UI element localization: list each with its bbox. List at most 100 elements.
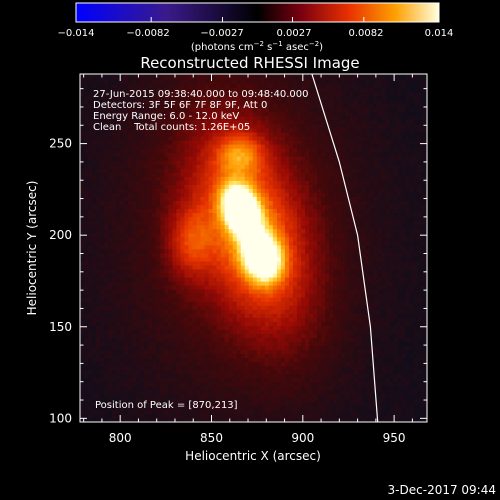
heatmap-cell [300, 353, 306, 359]
heatmap-cell [180, 401, 186, 407]
heatmap-cell [108, 244, 113, 250]
heatmap-cell [321, 224, 326, 230]
heatmap-cell [256, 285, 262, 290]
heatmap-cell [244, 349, 250, 355]
heatmap-cell [357, 285, 362, 290]
heatmap-cell [333, 329, 338, 334]
heatmap-cell [224, 309, 230, 314]
heatmap-cell [341, 196, 346, 201]
heatmap-cell [88, 345, 93, 351]
heatmap-cell [385, 389, 390, 395]
heatmap-cell [357, 397, 362, 403]
heatmap-cell [409, 272, 415, 278]
heatmap-cell [280, 313, 286, 318]
heatmap-cell [104, 369, 109, 375]
heatmap-cell [357, 297, 362, 302]
heatmap-cell [160, 256, 165, 262]
heatmap-cell [365, 285, 370, 290]
heatmap-cell [381, 208, 386, 214]
heatmap-cell [188, 289, 194, 294]
heatmap-cell [244, 297, 250, 302]
heatmap-cell [200, 401, 206, 407]
heatmap-cell [136, 317, 141, 322]
heatmap-cell [401, 256, 407, 262]
heatmap-cell [132, 345, 137, 351]
heatmap-cell [268, 313, 274, 318]
heatmap-cell [220, 313, 226, 318]
heatmap-cell [325, 377, 330, 383]
heatmap-cell [144, 244, 149, 250]
heatmap-cell [284, 393, 290, 399]
heatmap-cell [417, 220, 423, 226]
heatmap-cell [300, 220, 306, 226]
heatmap-cell [425, 248, 427, 254]
heatmap-cell [425, 220, 427, 226]
heatmap-cell [124, 301, 129, 306]
heatmap-cell [188, 256, 194, 262]
heatmap-cell [309, 240, 314, 246]
heatmap-cell [357, 309, 362, 314]
heatmap-cell [325, 309, 330, 314]
heatmap-cell [276, 365, 282, 371]
heatmap-cell [377, 309, 382, 314]
heatmap-cell [116, 208, 121, 214]
heatmap-cell [92, 204, 97, 210]
heatmap-cell [100, 413, 105, 419]
heatmap-cell [192, 236, 198, 242]
heatmap-cell [196, 365, 202, 371]
heatmap-cell [96, 293, 101, 298]
heatmap-cell [417, 276, 423, 282]
heatmap-cell [168, 401, 174, 407]
heatmap-cell [80, 252, 85, 258]
heatmap-cell [116, 377, 121, 383]
heatmap-cell [329, 345, 334, 351]
heatmap-cell [240, 305, 246, 310]
heatmap-cell [216, 301, 222, 306]
heatmap-cell [160, 297, 165, 302]
heatmap-cell [268, 264, 274, 270]
heatmap-cell [188, 208, 194, 214]
heatmap-cell [248, 385, 254, 391]
heatmap-cell [80, 285, 85, 290]
heatmap-cell [124, 224, 129, 230]
heatmap-cell [405, 236, 411, 242]
heatmap-cell [188, 224, 194, 230]
heatmap-cell [100, 397, 105, 403]
heatmap-cell [212, 248, 218, 254]
heatmap-cell [272, 212, 278, 218]
heatmap-cell [200, 301, 206, 306]
heatmap-cell [200, 285, 206, 290]
heatmap-cell [248, 196, 254, 201]
heatmap-cell [148, 264, 153, 270]
heatmap-cell [204, 192, 210, 197]
heatmap-cell [417, 357, 423, 363]
heatmap-cell [200, 345, 206, 351]
heatmap-cell [365, 256, 370, 262]
heatmap-cell [224, 212, 230, 218]
heatmap-cell [425, 285, 427, 290]
heatmap-cell [240, 397, 246, 403]
heatmap-cell [333, 264, 338, 270]
heatmap-cell [353, 365, 358, 371]
heatmap-cell [309, 385, 314, 391]
heatmap-cell [421, 389, 427, 395]
heatmap-cell [228, 385, 234, 391]
heatmap-cell [413, 321, 419, 326]
heatmap-cell [136, 325, 141, 330]
heatmap-cell [292, 317, 298, 322]
heatmap-cell [128, 293, 133, 298]
heatmap-cell [385, 196, 390, 201]
heatmap-cell [280, 337, 286, 343]
heatmap-cell [337, 256, 342, 262]
heatmap-cell [264, 228, 270, 234]
heatmap-cell [325, 317, 330, 322]
heatmap-cell [353, 397, 358, 403]
heatmap-cell [108, 401, 113, 407]
heatmap-cell [401, 252, 407, 258]
heatmap-cell [284, 309, 290, 314]
heatmap-cell [349, 369, 354, 375]
heatmap-cell [296, 401, 302, 407]
heatmap-cell [104, 280, 109, 286]
heatmap-cell [164, 264, 169, 270]
heatmap-cell [389, 373, 394, 379]
